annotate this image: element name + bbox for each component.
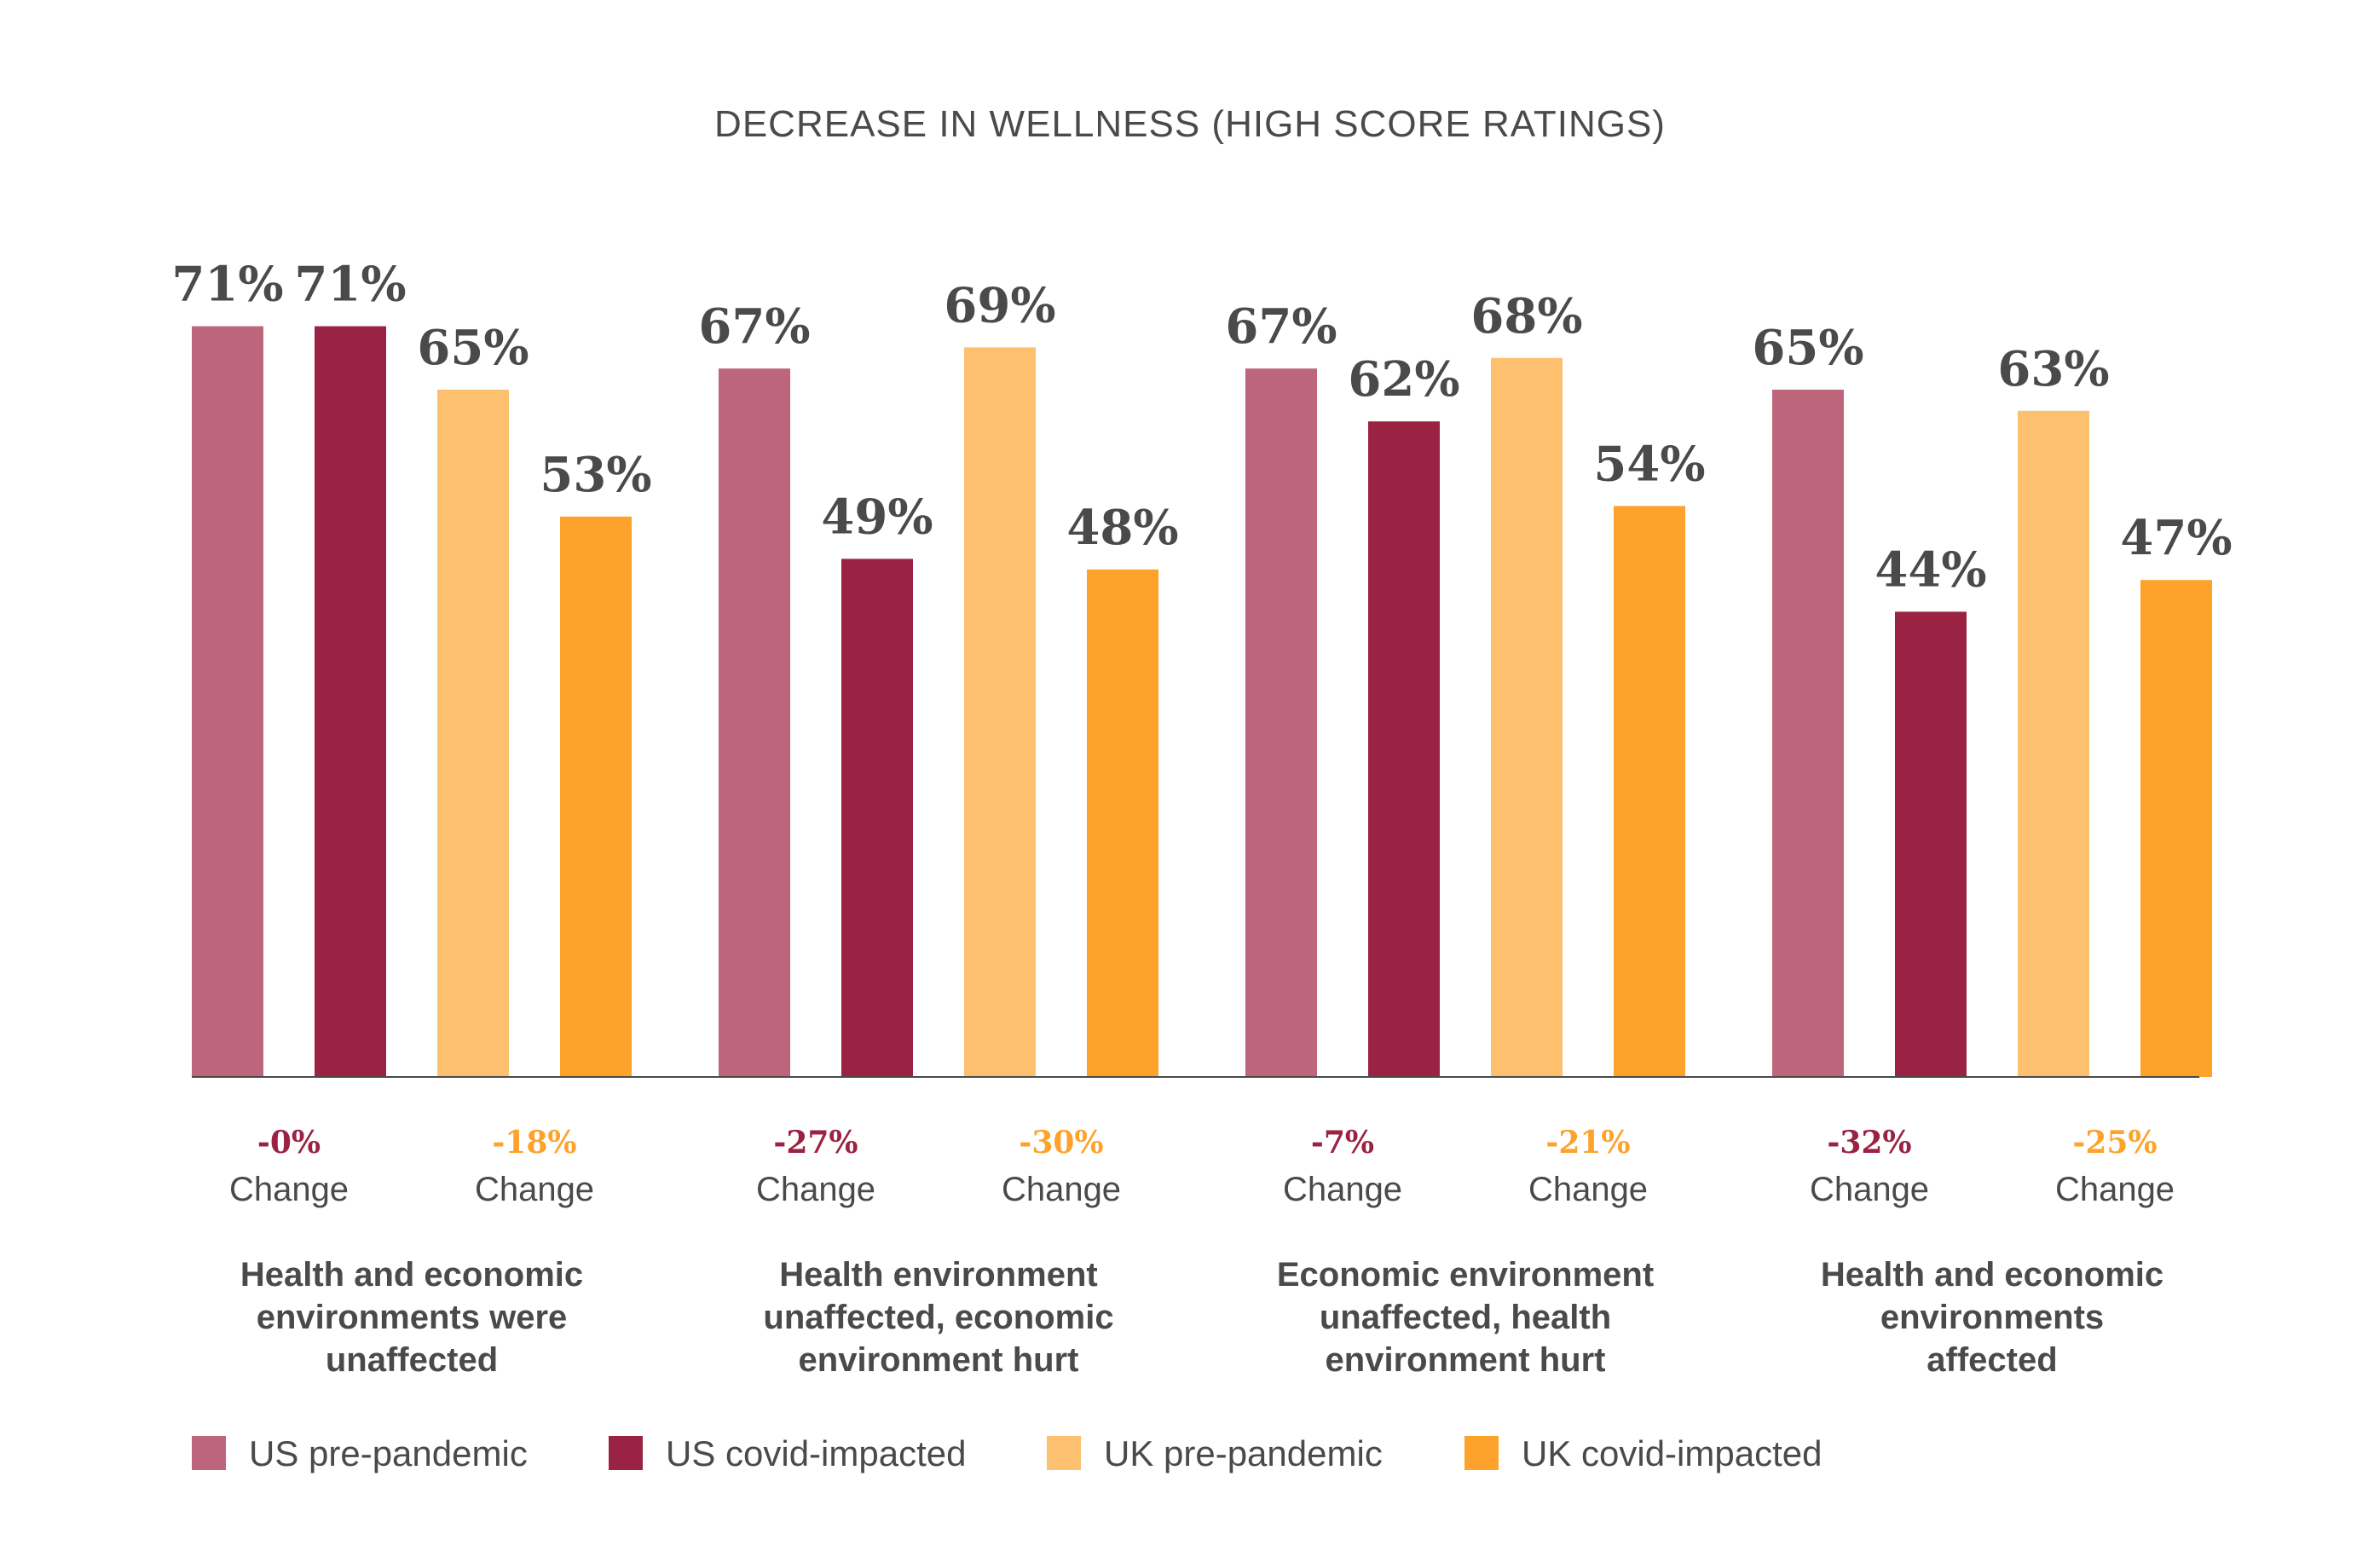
us-change-value-4: -32% bbox=[1827, 1125, 1911, 1161]
legend-swatch-1 bbox=[192, 1436, 226, 1470]
group-label-1-line-3: unaffected bbox=[326, 1341, 498, 1379]
group-label-2-line-1: Health environment bbox=[779, 1256, 1097, 1294]
bar-2-3 bbox=[964, 347, 1036, 1077]
legend: US pre-pandemic US covid-impacted UK pre-p… bbox=[192, 1433, 1822, 1473]
uk-change-value-2: -30% bbox=[1019, 1125, 1103, 1161]
group-label-2-line-3: environment hurt bbox=[799, 1341, 1079, 1379]
legend-label-4: UK covid-impacted bbox=[1522, 1433, 1822, 1473]
bar-2-1 bbox=[719, 368, 790, 1077]
group-label-3-line-1: Economic environment bbox=[1277, 1256, 1654, 1294]
group-label-4-line-2: environments bbox=[1880, 1299, 2104, 1336]
us-change-value-1: -0% bbox=[257, 1125, 321, 1161]
bar-4-2 bbox=[1895, 611, 1967, 1077]
bar-2-2 bbox=[841, 559, 913, 1077]
value-label-2-1: 67% bbox=[698, 298, 810, 355]
value-label-3-3: 68% bbox=[1470, 288, 1582, 344]
group-label-4-line-1: Health and economic bbox=[1821, 1256, 2163, 1294]
bar-4-1 bbox=[1772, 390, 1844, 1077]
legend-label-3: UK pre-pandemic bbox=[1104, 1433, 1383, 1473]
bar-3-1 bbox=[1245, 368, 1317, 1077]
value-labels-layer: 71% 71%65%53%67%49%69%48%67%62%68%54%65%4… bbox=[171, 257, 2232, 599]
group-label-1-line-2: environments were bbox=[257, 1299, 568, 1336]
group-label-2-line-2: unaffected, economic bbox=[763, 1299, 1113, 1336]
value-label-1-1: 71% bbox=[171, 257, 283, 313]
us-change-label-1: Change bbox=[229, 1171, 349, 1208]
bar-1-3 bbox=[437, 390, 509, 1077]
us-change-value-3: -7% bbox=[1311, 1125, 1374, 1161]
uk-change-value-1: -18% bbox=[492, 1125, 576, 1161]
value-label-2-4: 48% bbox=[1066, 500, 1178, 556]
legend-swatch-2 bbox=[609, 1436, 643, 1470]
value-label-4-3: 63% bbox=[1997, 341, 2109, 397]
bars-layer bbox=[192, 326, 2212, 1078]
us-change-label-2: Change bbox=[756, 1171, 875, 1208]
value-label-4-2: 44% bbox=[1875, 541, 1986, 598]
us-change-value-2: -27% bbox=[773, 1125, 858, 1161]
value-label-2-2: 49% bbox=[821, 489, 933, 545]
bar-3-2 bbox=[1368, 421, 1440, 1077]
legend-swatch-4 bbox=[1464, 1436, 1499, 1470]
legend-label-1: US pre-pandemic bbox=[249, 1433, 528, 1473]
chart-title: DECREASE IN WELLNESS (HIGH SCORE RATINGS… bbox=[714, 103, 1666, 145]
group-label-3-line-2: unaffected, health bbox=[1320, 1299, 1611, 1336]
uk-change-label-4: Change bbox=[2055, 1171, 2175, 1208]
bar-2-4 bbox=[1087, 569, 1158, 1077]
value-label-3-2: 62% bbox=[1348, 351, 1459, 408]
value-label-3-1: 67% bbox=[1225, 298, 1337, 355]
value-label-3-4: 54% bbox=[1593, 436, 1705, 492]
group-label-4-line-3: affected bbox=[1927, 1341, 2057, 1379]
group-label-1-line-1: Health and economic bbox=[240, 1256, 583, 1294]
bar-1-4 bbox=[560, 516, 632, 1077]
value-label-4-1: 65% bbox=[1752, 320, 1863, 376]
value-label-4-4: 47% bbox=[2120, 510, 2232, 566]
value-label-1-2: 71% bbox=[294, 257, 406, 313]
bar-3-4 bbox=[1614, 506, 1685, 1077]
bar-4-4 bbox=[2140, 580, 2212, 1077]
us-change-label-3: Change bbox=[1283, 1171, 1402, 1208]
value-label-2-3: 69% bbox=[944, 277, 1055, 333]
uk-change-value-4: -25% bbox=[2072, 1125, 2157, 1161]
uk-change-label-2: Change bbox=[1002, 1171, 1121, 1208]
legend-swatch-3 bbox=[1047, 1436, 1081, 1470]
value-label-1-4: 53% bbox=[540, 447, 651, 503]
bar-3-3 bbox=[1491, 357, 1563, 1077]
legend-label-2: US covid-impacted bbox=[666, 1433, 966, 1473]
bar-1-2 bbox=[315, 326, 386, 1078]
change-labels-layer: -0% Change -18% Change -27% Change -30% Change -… bbox=[229, 1125, 2175, 1208]
bar-1-1 bbox=[192, 326, 263, 1078]
group-label-3-line-3: environment hurt bbox=[1326, 1341, 1606, 1379]
group-labels-layer: Health and economic environments were unaf… bbox=[240, 1256, 2163, 1379]
uk-change-label-3: Change bbox=[1528, 1171, 1648, 1208]
value-label-1-3: 65% bbox=[417, 320, 529, 376]
uk-change-label-1: Change bbox=[475, 1171, 594, 1208]
uk-change-value-3: -21% bbox=[1545, 1125, 1630, 1161]
us-change-label-4: Change bbox=[1810, 1171, 1929, 1208]
bar-4-3 bbox=[2018, 410, 2089, 1077]
